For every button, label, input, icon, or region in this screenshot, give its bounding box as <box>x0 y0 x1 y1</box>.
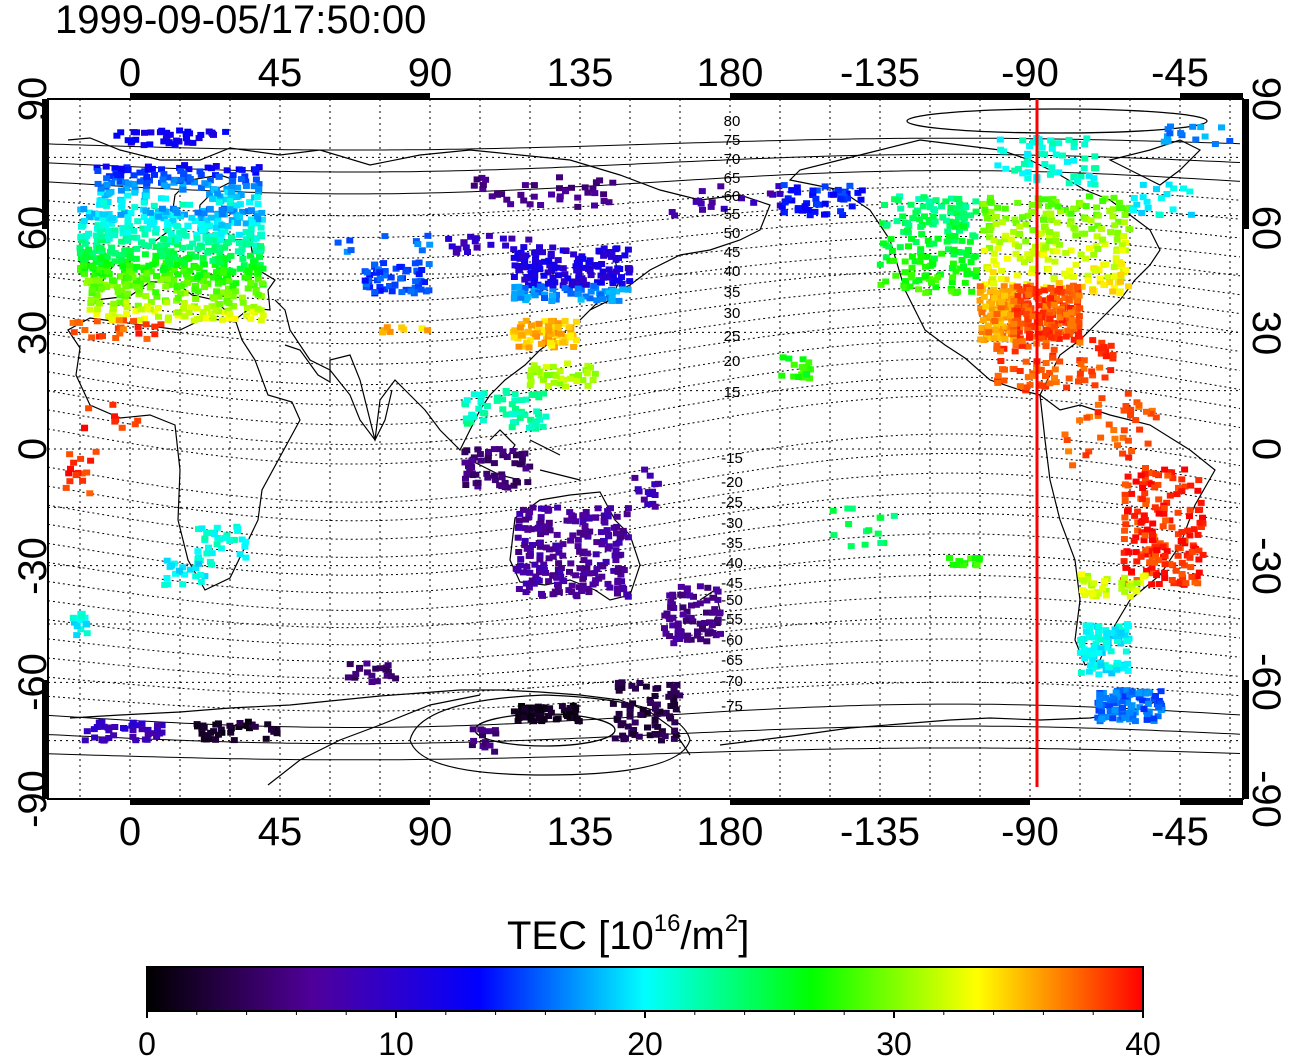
latitude-ticks-left: 90 60 30 0 -30 -60 -90 <box>11 77 55 828</box>
lon-tick-label: 0 <box>119 51 141 95</box>
colorbar-tick-label: 20 <box>627 1026 663 1057</box>
colorbar-tick-label: 10 <box>378 1026 414 1057</box>
longitude-ticks-top: 0 45 90 135 180 -135 -90 -45 <box>119 51 1209 95</box>
maglat-label: 35 <box>724 284 741 301</box>
lon-tick-label: -45 <box>1151 810 1209 854</box>
maglat-label: -20 <box>721 474 743 491</box>
lat-lon-grid <box>48 99 1243 799</box>
colorbar <box>146 966 1144 1012</box>
maglat-label: -35 <box>721 535 743 552</box>
lon-tick-label: 90 <box>408 51 453 95</box>
lon-tick-label: -90 <box>1001 51 1059 95</box>
maglat-label: -25 <box>721 494 743 511</box>
maglat-label: -50 <box>721 592 743 609</box>
lat-tick-label-left: 30 <box>11 311 55 356</box>
lon-tick-label: 0 <box>119 810 141 854</box>
colorbar-tick-label: 0 <box>138 1026 156 1057</box>
maglat-label: -30 <box>721 515 743 532</box>
maglat-label: -75 <box>721 698 743 715</box>
maglat-label: 25 <box>724 328 741 345</box>
frame-corner-bars <box>42 93 1249 805</box>
lon-tick-label: -90 <box>1001 810 1059 854</box>
maglat-label: 20 <box>724 353 741 370</box>
lon-tick-label: 45 <box>258 51 303 95</box>
colorbar-tick-label: 40 <box>1125 1026 1161 1057</box>
colorbar-ticks: 0 10 20 30 40 <box>138 1011 1161 1057</box>
lat-tick-label-right: 0 <box>1244 438 1288 460</box>
maglat-label: -40 <box>721 555 743 572</box>
maglat-label: 60 <box>724 188 741 205</box>
lon-tick-label: -135 <box>840 810 920 854</box>
maglat-label: 55 <box>724 206 741 223</box>
lat-tick-label-left: -60 <box>11 653 55 711</box>
maglat-label: 30 <box>724 305 741 322</box>
lat-tick-label-right: -30 <box>1244 537 1288 595</box>
lat-tick-label-left: 0 <box>11 438 55 460</box>
tec-measurement-points <box>62 123 1234 755</box>
latitude-ticks-right: 90 60 30 0 -30 -60 -90 <box>1244 77 1288 828</box>
maglat-label: -60 <box>721 632 743 649</box>
colorbar-title: TEC [1016/m2] <box>507 910 750 958</box>
colorbar-tick-label: 30 <box>876 1026 912 1057</box>
maglat-label: -70 <box>721 673 743 690</box>
lon-tick-label: 135 <box>547 51 614 95</box>
maglat-label: 65 <box>724 170 741 187</box>
lat-tick-label-left: -30 <box>11 537 55 595</box>
lat-tick-label-right: 30 <box>1244 311 1288 356</box>
lat-tick-label-right: -60 <box>1244 653 1288 711</box>
lon-tick-label: 180 <box>697 51 764 95</box>
maglat-label: -45 <box>721 575 743 592</box>
maglat-label: -55 <box>721 611 743 628</box>
lon-tick-label: 135 <box>547 810 614 854</box>
lat-tick-label-right: 90 <box>1244 77 1288 122</box>
maglat-label: 45 <box>724 244 741 261</box>
longitude-ticks-bottom: 0 45 90 135 180 -135 -90 -45 <box>119 810 1209 854</box>
lat-tick-label-right: -90 <box>1244 770 1288 828</box>
maglat-label: 75 <box>724 132 741 149</box>
lon-tick-label: -45 <box>1151 51 1209 95</box>
lon-tick-label: 180 <box>697 810 764 854</box>
maglat-label: 40 <box>724 263 741 280</box>
lat-tick-label-left: 90 <box>11 77 55 122</box>
maglat-label: -65 <box>721 652 743 669</box>
lat-tick-label-left: 60 <box>11 206 55 251</box>
maglat-label: 15 <box>724 384 741 401</box>
maglat-label: 70 <box>724 151 741 168</box>
maglat-label: 80 <box>724 113 741 130</box>
lon-tick-label: 90 <box>408 810 453 854</box>
timestamp-title: 1999-09-05/17:50:00 <box>55 0 427 42</box>
lon-tick-label: 45 <box>258 810 303 854</box>
maglat-label: 50 <box>724 225 741 242</box>
maglat-label: -15 <box>721 450 743 467</box>
lat-tick-label-left: -90 <box>11 770 55 828</box>
lat-tick-label-right: 60 <box>1244 206 1288 251</box>
lon-tick-label: -135 <box>840 51 920 95</box>
